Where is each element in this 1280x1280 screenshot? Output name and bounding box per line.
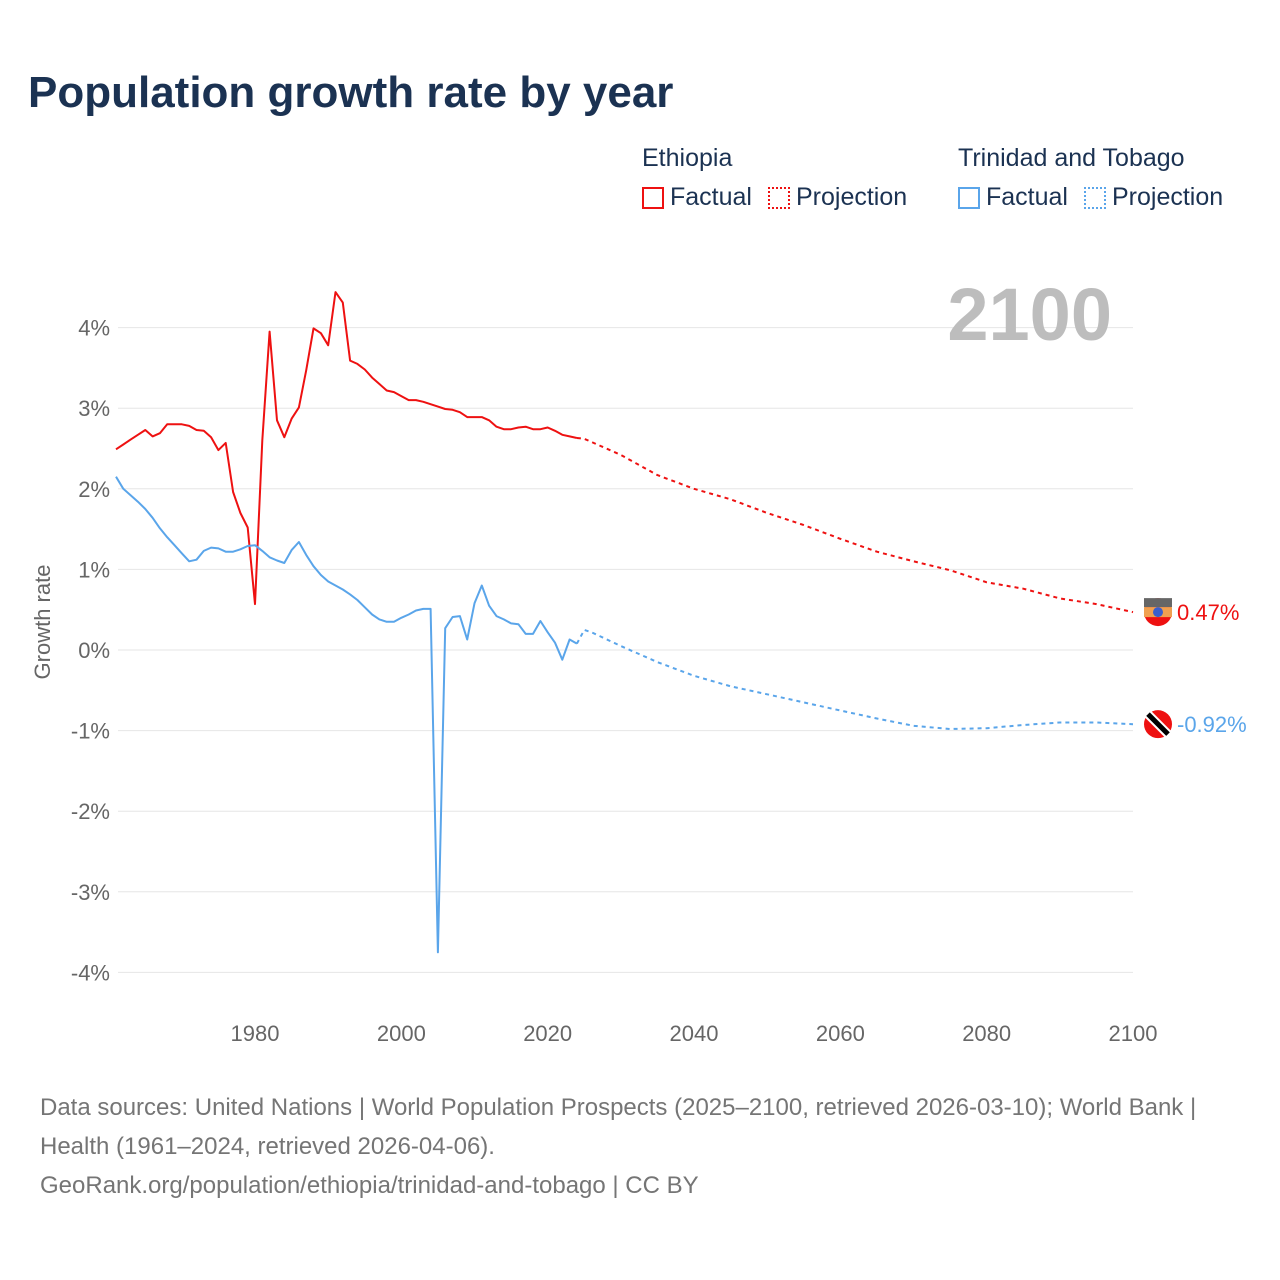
data-sources: Data sources: United Nations | World Pop… <box>40 1094 1197 1160</box>
ethiopia-flag-icon <box>1144 598 1172 627</box>
legend-group-label: Ethiopia <box>642 144 733 172</box>
y-tick-label: 0% <box>78 638 110 663</box>
series-line-ethiopia-projection <box>576 437 1134 614</box>
legend-ethiopia-projection[interactable]: Projection <box>767 183 908 212</box>
legend-trinidad-projection[interactable]: Projection <box>1083 183 1224 212</box>
x-tick-label: 1980 <box>231 1021 280 1046</box>
y-tick-label: 3% <box>78 396 110 421</box>
y-tick-label: -1% <box>71 719 110 744</box>
x-tick-label: 2020 <box>523 1021 572 1046</box>
legend-ethiopia: Ethiopia Factual Projection <box>642 144 907 212</box>
legend-swatch <box>1083 186 1106 209</box>
legend-label: Projection <box>1111 183 1224 211</box>
legend-swatch <box>642 186 664 209</box>
y-tick-label: 1% <box>78 557 110 582</box>
x-tick-label: 2060 <box>816 1021 865 1046</box>
legend-label: Factual <box>986 183 1068 211</box>
series-line-trinidad-and-tobago-projection <box>576 628 1134 730</box>
y-axis-label: Growth rate <box>30 565 55 680</box>
y-tick-label: -2% <box>71 799 110 824</box>
legend-swatch <box>958 186 980 209</box>
legend-label: Projection <box>795 183 908 211</box>
legend-ethiopia-factual[interactable]: Factual <box>642 183 752 212</box>
footer: Data sources: United Nations | World Pop… <box>40 1088 1240 1205</box>
source-link[interactable]: GeoRank.org/population/ethiopia/trinidad… <box>40 1172 699 1199</box>
series-line-ethiopia-factual <box>115 291 578 606</box>
legend-trinidad: Trinidad and Tobago Factual Projection <box>958 144 1223 212</box>
flag-emblem <box>1153 607 1163 618</box>
x-tick-label: 2100 <box>1109 1021 1158 1046</box>
end-label-ethiopia: 0.47% <box>1177 600 1239 625</box>
flag-stripe <box>1146 712 1170 736</box>
y-tick-label: 4% <box>78 316 110 341</box>
legend-group-label: Trinidad and Tobago <box>958 144 1185 172</box>
x-tick-label: 2080 <box>962 1021 1011 1046</box>
end-label-trinidad: -0.92% <box>1177 712 1247 737</box>
legend-label: Factual <box>670 183 752 211</box>
y-tick-label: -3% <box>71 880 110 905</box>
current-year: 2100 <box>947 273 1112 356</box>
x-tick-label: 2000 <box>377 1021 426 1046</box>
legend-trinidad-factual[interactable]: Factual <box>958 183 1068 212</box>
flag-band <box>1144 598 1172 608</box>
trinidad-flag-icon <box>1144 710 1172 739</box>
series-line-trinidad-and-tobago-factual <box>115 476 578 954</box>
y-tick-label: -4% <box>71 960 110 985</box>
x-tick-label: 2040 <box>670 1021 719 1046</box>
legend-swatch <box>767 186 790 209</box>
y-tick-label: 2% <box>78 477 110 502</box>
chart-title: Population growth rate by year <box>28 68 674 117</box>
